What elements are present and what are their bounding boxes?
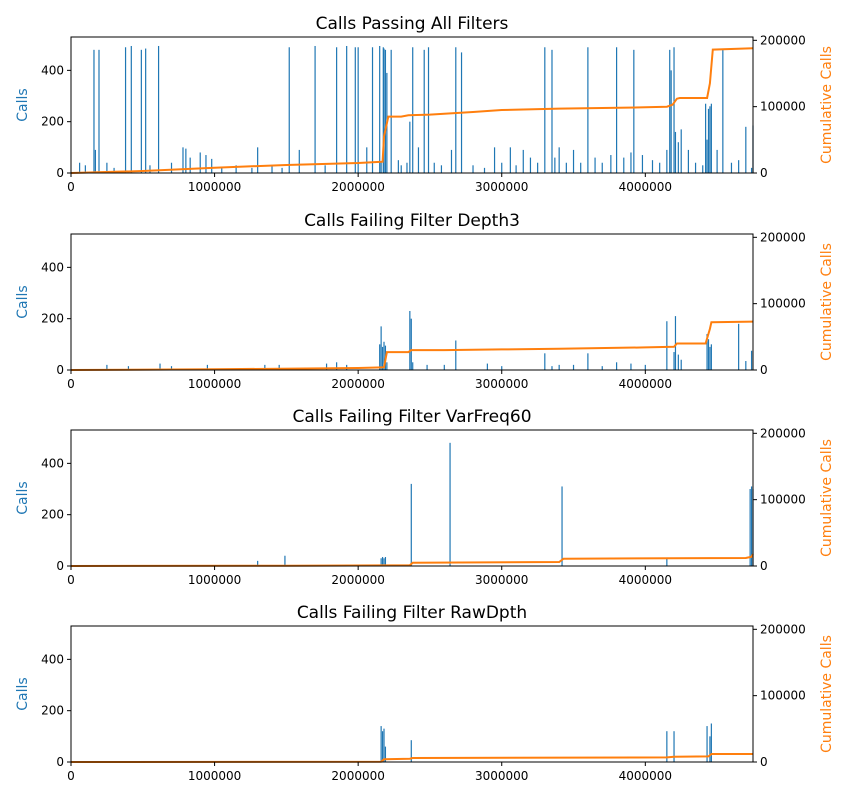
y-tick-label: 0 <box>56 363 64 377</box>
x-tick-label: 1000000 <box>188 180 241 194</box>
y-tick-label: 0 <box>56 755 64 769</box>
plot-frame <box>70 625 754 763</box>
x-tick-label: 4000000 <box>619 573 672 587</box>
y-tick-label: 200 <box>41 508 64 522</box>
y2-tick-label: 200000 <box>760 33 806 47</box>
chart-title: Calls Passing All Filters <box>316 14 509 34</box>
y2-axis-label: Cumulative Calls <box>819 46 835 164</box>
x-tick-label: 1000000 <box>188 377 241 391</box>
x-tick-label: 4000000 <box>619 180 672 194</box>
cumulative-calls-line <box>70 753 753 763</box>
plot-frame <box>70 233 754 371</box>
y-axis-label: Calls <box>15 285 31 318</box>
y2-tick-label: 0 <box>760 559 768 573</box>
plot-frame <box>70 36 754 174</box>
y2-axis-label: Cumulative Calls <box>819 635 835 753</box>
cumulative-calls-line <box>70 320 754 371</box>
x-tick-label: 4000000 <box>619 377 672 391</box>
x-tick-label: 0 <box>67 180 75 194</box>
x-tick-label: 3000000 <box>475 573 528 587</box>
y2-axis-label: Cumulative Calls <box>819 243 835 361</box>
x-tick-label: 1000000 <box>188 573 241 587</box>
y2-tick-label: 100000 <box>760 493 806 507</box>
y2-tick-label: 200000 <box>760 622 806 636</box>
x-tick-label: 2000000 <box>331 377 384 391</box>
x-tick-label: 2000000 <box>331 573 384 587</box>
x-tick-label: 3000000 <box>475 769 528 783</box>
y2-axis-label: Cumulative Calls <box>819 439 835 557</box>
y-tick-label: 0 <box>56 559 64 573</box>
y-tick-label: 400 <box>41 63 64 77</box>
y-tick-label: 400 <box>41 652 64 666</box>
x-tick-label: 0 <box>67 377 75 391</box>
y-tick-label: 400 <box>41 456 64 470</box>
y-tick-label: 200 <box>41 704 64 718</box>
cumulative-calls-line <box>70 47 754 174</box>
y2-tick-label: 0 <box>760 166 768 180</box>
chart-title: Calls Failing Filter RawDpth <box>297 603 527 623</box>
x-tick-label: 3000000 <box>475 377 528 391</box>
chart-title: Calls Failing Filter VarFreq60 <box>292 407 531 427</box>
y-axis-label: Calls <box>15 677 31 710</box>
y2-tick-label: 200000 <box>760 230 806 244</box>
y-tick-label: 0 <box>56 166 64 180</box>
y2-tick-label: 0 <box>760 755 768 769</box>
y-tick-label: 200 <box>41 312 64 326</box>
x-tick-label: 1000000 <box>188 769 241 783</box>
y2-tick-label: 100000 <box>760 689 806 703</box>
x-tick-label: 2000000 <box>331 769 384 783</box>
y-axis-label: Calls <box>15 481 31 514</box>
y-tick-label: 400 <box>41 260 64 274</box>
y-axis-label: Calls <box>15 88 31 121</box>
y2-tick-label: 100000 <box>760 100 806 114</box>
x-tick-label: 0 <box>67 573 75 587</box>
cumulative-calls-line <box>70 553 754 567</box>
x-tick-label: 3000000 <box>475 180 528 194</box>
x-tick-label: 4000000 <box>619 769 672 783</box>
y2-tick-label: 100000 <box>760 297 806 311</box>
y2-tick-label: 200000 <box>760 426 806 440</box>
x-tick-label: 2000000 <box>331 180 384 194</box>
chart-title: Calls Failing Filter Depth3 <box>304 211 520 231</box>
plot-frame <box>70 429 754 567</box>
y2-tick-label: 0 <box>760 363 768 377</box>
x-tick-label: 0 <box>67 769 75 783</box>
y-tick-label: 200 <box>41 115 64 129</box>
